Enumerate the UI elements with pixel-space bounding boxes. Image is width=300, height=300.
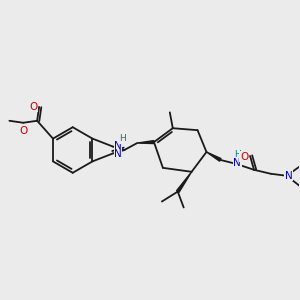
Polygon shape [137, 141, 154, 144]
Text: O: O [240, 152, 248, 162]
Text: O: O [19, 126, 27, 136]
Text: H: H [234, 151, 241, 160]
Text: N: N [114, 149, 122, 159]
Text: H: H [119, 134, 126, 143]
Polygon shape [206, 152, 221, 161]
Text: N: N [285, 171, 292, 181]
Text: O: O [29, 102, 37, 112]
Text: N: N [114, 141, 122, 151]
Polygon shape [176, 172, 192, 193]
Text: N: N [233, 158, 241, 168]
